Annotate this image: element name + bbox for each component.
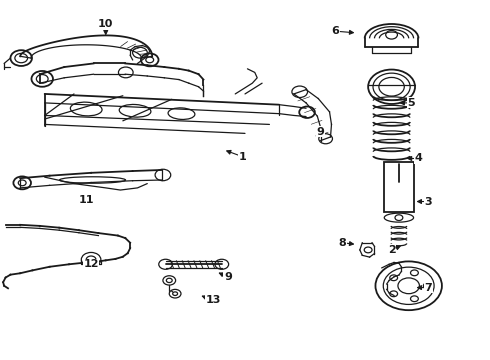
Bar	[384, 162, 414, 212]
Text: 2: 2	[388, 245, 395, 255]
Text: 8: 8	[339, 238, 346, 248]
Text: 10: 10	[98, 19, 113, 29]
Text: 7: 7	[424, 283, 432, 293]
Text: 6: 6	[331, 26, 340, 36]
Text: 9: 9	[224, 272, 232, 282]
Text: 11: 11	[78, 195, 94, 205]
Text: 4: 4	[415, 153, 422, 163]
Text: 5: 5	[407, 98, 415, 108]
Text: 12: 12	[83, 259, 99, 269]
Text: 1: 1	[239, 152, 246, 162]
Text: 13: 13	[205, 295, 221, 305]
Text: 3: 3	[424, 197, 432, 207]
Text: 9: 9	[317, 127, 325, 136]
